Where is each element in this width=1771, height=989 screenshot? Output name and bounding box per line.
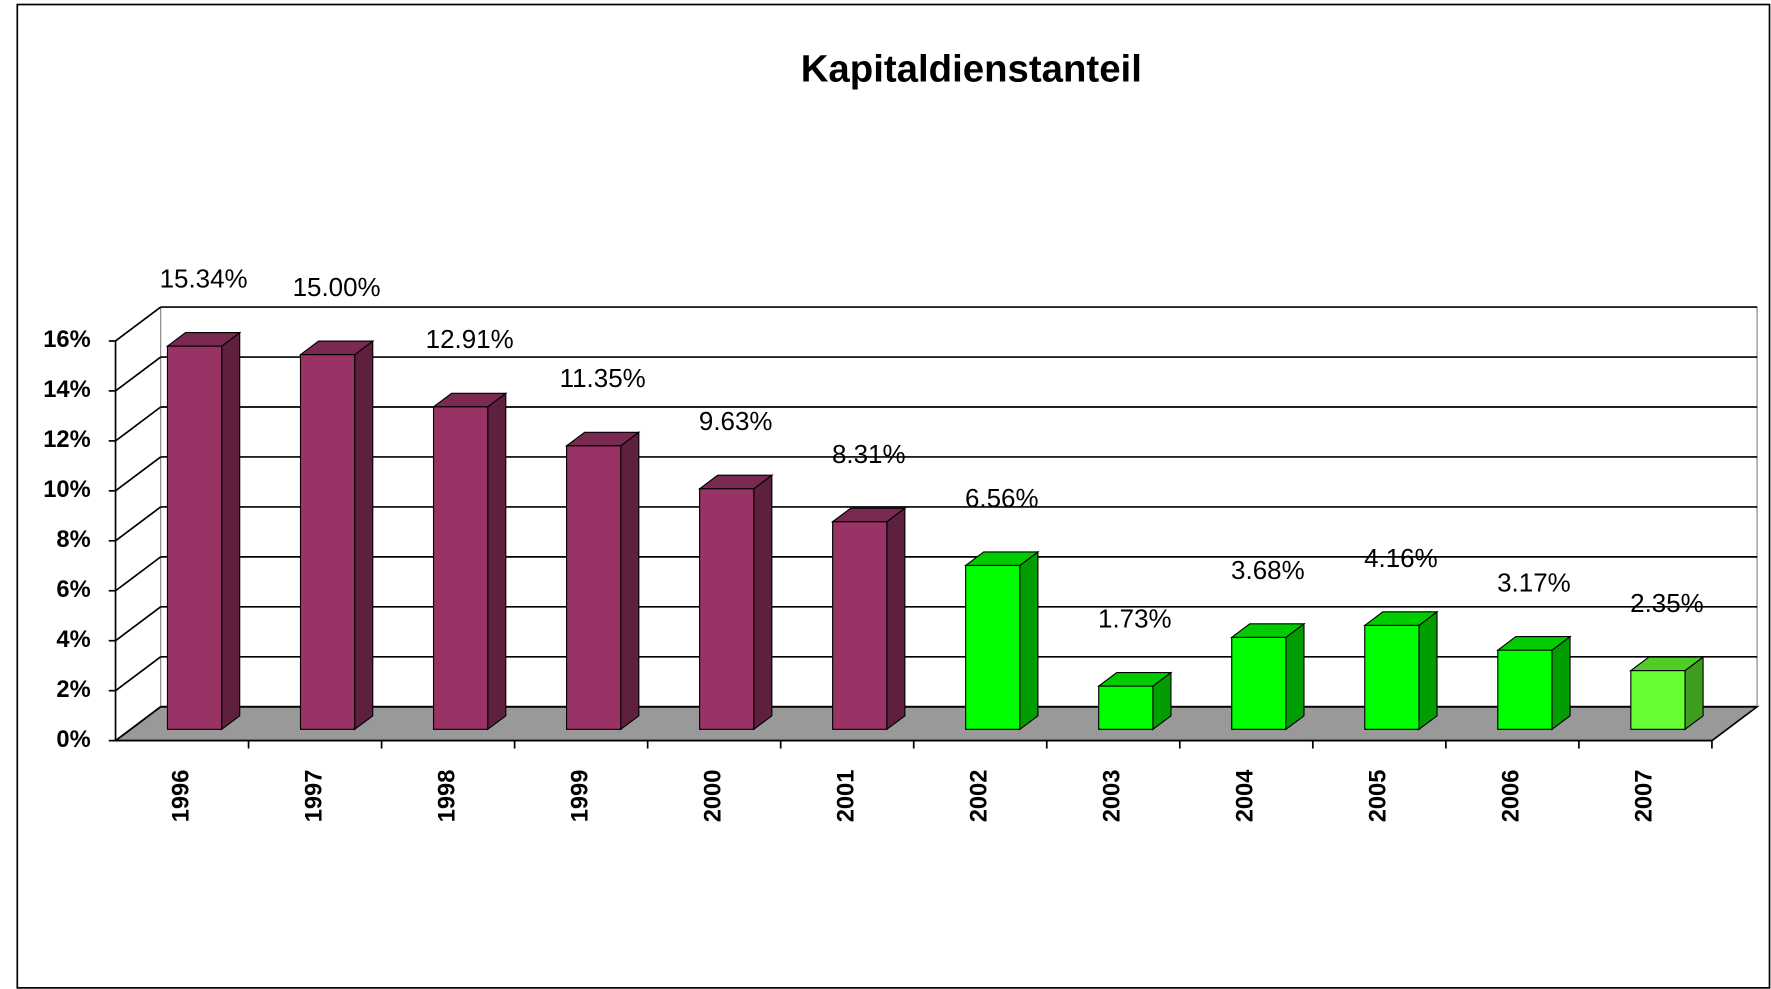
x-tick-label: 2007 — [1632, 770, 1658, 823]
bar-face — [299, 354, 356, 730]
bar-face — [753, 474, 773, 731]
chart-frame — [16, 3, 1771, 989]
bar-face — [886, 507, 906, 731]
data-label: 11.35% — [560, 363, 646, 393]
bar-face — [166, 345, 223, 730]
bar-face — [620, 431, 640, 731]
x-tick-label: 1998 — [434, 770, 460, 823]
bar-face — [1231, 636, 1287, 730]
bar — [1230, 622, 1306, 731]
data-label: 15.34% — [160, 264, 248, 294]
data-label: 2.35% — [1630, 588, 1704, 618]
bar-face — [1630, 670, 1686, 730]
grid-line — [115, 556, 162, 592]
data-label: 8.31% — [832, 439, 906, 469]
x-tick-label: 2004 — [1233, 769, 1259, 823]
bar — [697, 474, 774, 731]
bar-face — [965, 564, 1021, 730]
bar-face — [1551, 635, 1571, 731]
bar-face — [1285, 622, 1305, 731]
x-tick-label: 2000 — [700, 770, 726, 823]
bar-face — [1098, 685, 1154, 730]
y-tick-label: 12% — [43, 427, 90, 453]
data-label: 3.68% — [1231, 555, 1305, 585]
grid-line — [115, 356, 162, 392]
bar-face — [432, 406, 489, 730]
bar — [1096, 671, 1173, 731]
grid-line — [115, 606, 162, 642]
bar-face — [832, 521, 888, 730]
x-tick-label: 2006 — [1499, 770, 1525, 823]
grid-line — [115, 506, 162, 542]
grid-line — [115, 406, 162, 442]
data-label: 12.91% — [426, 324, 514, 354]
bar — [298, 339, 375, 731]
grid-line — [115, 456, 162, 492]
data-label: 3.17% — [1497, 568, 1571, 598]
x-tick-label: 2002 — [967, 770, 993, 823]
grid-line — [115, 656, 162, 692]
bar-face — [1418, 610, 1438, 731]
y-tick-label: 14% — [43, 377, 90, 403]
bar — [165, 331, 242, 731]
bar — [830, 507, 907, 731]
bar-face — [699, 488, 755, 730]
bar — [431, 392, 508, 731]
bar-face — [1364, 624, 1420, 730]
bar-face — [565, 445, 622, 730]
x-tick-label: 1997 — [301, 770, 327, 823]
grid-line — [115, 306, 162, 342]
y-tick-label: 8% — [56, 527, 90, 553]
bar-face — [221, 331, 241, 731]
bar — [1496, 635, 1572, 731]
x-tick-label: 2005 — [1366, 770, 1392, 823]
x-tick-label: 1999 — [567, 770, 593, 823]
bar-face — [1497, 649, 1553, 730]
x-tick-label: 2003 — [1100, 770, 1126, 823]
bar — [1629, 655, 1705, 731]
data-label: 1.73% — [1098, 603, 1172, 633]
bar — [1363, 610, 1439, 731]
bar — [564, 431, 641, 731]
data-label: 15.00% — [293, 272, 381, 302]
grid-line — [115, 706, 162, 742]
y-tick-label: 2% — [56, 677, 90, 703]
data-label: 4.16% — [1364, 543, 1438, 573]
bar — [963, 550, 1040, 731]
y-tick-label: 0% — [56, 727, 90, 753]
x-tick-label: 2001 — [833, 770, 859, 823]
x-tick-label: 1996 — [168, 770, 194, 823]
data-label: 9.63% — [699, 406, 773, 436]
y-tick-label: 6% — [56, 577, 90, 603]
y-tick-label: 4% — [56, 627, 90, 653]
bar-face — [487, 392, 507, 731]
bar-face — [1019, 550, 1039, 731]
bar-face — [354, 339, 374, 731]
y-tick-label: 16% — [43, 327, 90, 353]
chart-title: Kapitaldienstanteil — [801, 47, 1142, 90]
y-tick-label: 10% — [43, 477, 90, 503]
data-label: 6.56% — [965, 483, 1039, 513]
